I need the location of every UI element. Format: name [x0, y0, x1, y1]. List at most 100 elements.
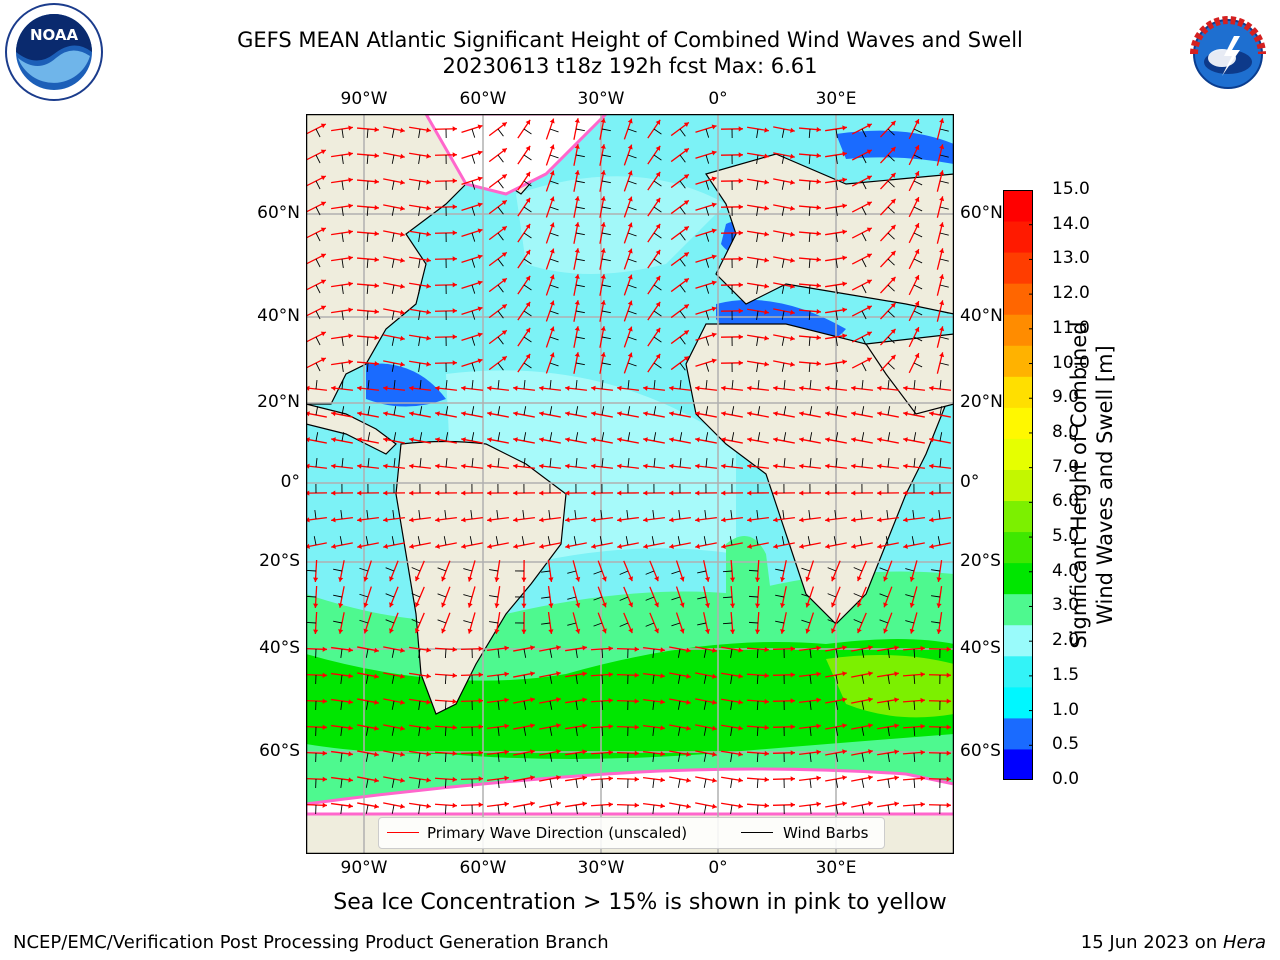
- wave-arrow: [773, 360, 795, 372]
- wave-arrow: [645, 586, 659, 608]
- wave-arrow: [902, 723, 926, 737]
- wave-band-green-tongue: [726, 536, 776, 637]
- wave-arrow: [720, 483, 744, 496]
- wave-arrow: [565, 671, 587, 684]
- wave-arrow: [824, 380, 848, 391]
- lat-label-left: 20°S: [259, 551, 300, 571]
- wave-arrow: [591, 432, 613, 444]
- wave-arrow: [331, 646, 353, 658]
- wave-arrow: [409, 698, 431, 710]
- wave-arrow: [383, 406, 405, 418]
- wave-arrow: [517, 353, 532, 373]
- wave-arrow: [383, 308, 405, 320]
- wave-arrow: [669, 536, 691, 549]
- wave-arrow: [647, 119, 662, 139]
- wave-arrow: [825, 671, 847, 684]
- wave-arrow: [539, 801, 561, 814]
- wave-arrow: [487, 645, 509, 658]
- wave-arrow: [617, 432, 639, 444]
- colorbar-tick-label: 12.0: [1052, 283, 1090, 304]
- footer-date: 15 Jun 2023 on Hera: [1080, 932, 1266, 953]
- lon-label-top: 30°E: [815, 89, 857, 109]
- wave-arrow: [517, 119, 532, 139]
- wave-arrow: [928, 750, 952, 763]
- wave-arrow: [573, 196, 585, 218]
- wave-direction-arrows: [306, 118, 952, 815]
- wave-arrow: [488, 303, 508, 319]
- lat-label-left: 60°S: [259, 741, 300, 761]
- wave-arrow: [825, 432, 847, 444]
- wave-arrow: [486, 458, 510, 469]
- wave-arrow: [409, 776, 431, 788]
- wave-arrow: [487, 801, 509, 814]
- wave-arrow: [545, 144, 559, 166]
- wave-arrow: [359, 586, 372, 608]
- wave-arrow: [565, 697, 587, 710]
- wave-arrow: [931, 560, 943, 582]
- wave-arrow: [306, 724, 328, 737]
- wave-arrow: [936, 196, 949, 218]
- wave-arrow: [487, 536, 509, 549]
- wave-arrow: [853, 560, 867, 582]
- wave-arrow: [928, 458, 952, 469]
- wave-arrow: [850, 380, 874, 391]
- wave-arrow: [928, 646, 952, 659]
- wave-arrow: [434, 483, 458, 496]
- wave-arrow: [670, 277, 690, 293]
- wave-arrow: [746, 483, 770, 496]
- wave-arrow: [825, 510, 847, 523]
- colorbar-segment: [1003, 469, 1033, 502]
- wave-arrow: [720, 282, 744, 295]
- wave-arrow: [599, 274, 611, 296]
- wave-arrow: [880, 276, 896, 294]
- wave-arrow: [775, 560, 787, 582]
- wave-arrow: [720, 308, 744, 321]
- wave-arrow: [643, 406, 665, 418]
- wave-arrow: [877, 671, 899, 684]
- wave-arrow: [798, 334, 822, 347]
- wave-arrow: [928, 776, 952, 789]
- wave-arrow: [545, 170, 559, 192]
- wave-arrow: [697, 560, 710, 582]
- wave-arrow: [488, 121, 508, 137]
- wave-arrow: [936, 274, 949, 296]
- wave-arrow: [437, 586, 451, 608]
- wave-arrow: [695, 124, 717, 138]
- colorbar-tick-label: 6.0: [1052, 491, 1080, 512]
- wave-arrow: [720, 256, 744, 269]
- legend-swatch-barbs: [741, 832, 773, 833]
- wave-arrow: [746, 458, 770, 469]
- colorbar-segment: [1003, 283, 1033, 315]
- wave-arrow: [573, 352, 585, 374]
- wave-arrow: [695, 202, 717, 216]
- colorbar-segment: [1003, 345, 1033, 377]
- wave-arrow: [517, 197, 532, 217]
- wave-arrow: [879, 586, 893, 608]
- colorbar-tick-label: 2.0: [1052, 630, 1080, 651]
- wave-arrow: [721, 698, 743, 710]
- wave-arrow: [331, 281, 353, 294]
- wave-arrow: [461, 358, 483, 372]
- wave-arrow: [623, 222, 637, 244]
- wave-arrow: [877, 723, 899, 736]
- colorbar-segment: [1003, 252, 1033, 284]
- wave-arrow: [695, 306, 717, 320]
- wave-arrow: [877, 775, 899, 788]
- wave-arrow: [408, 483, 432, 496]
- wave-arrow: [647, 145, 662, 165]
- wave-arrow: [880, 120, 896, 138]
- wave-arrow: [671, 586, 685, 608]
- wave-arrow: [538, 483, 562, 496]
- wave-arrow: [877, 432, 899, 444]
- wave-arrow: [435, 536, 457, 549]
- wave-arrow: [670, 173, 690, 189]
- wave-arrow: [517, 145, 532, 165]
- wave-arrow: [670, 303, 690, 319]
- wave-arrow: [357, 724, 379, 736]
- wave-arrow: [908, 170, 923, 192]
- wave-arrow: [775, 612, 787, 634]
- colorbar-tick-label: 14.0: [1052, 213, 1090, 234]
- wave-arrow: [567, 560, 581, 582]
- wave-arrow: [722, 611, 736, 635]
- wave-arrow: [539, 406, 561, 418]
